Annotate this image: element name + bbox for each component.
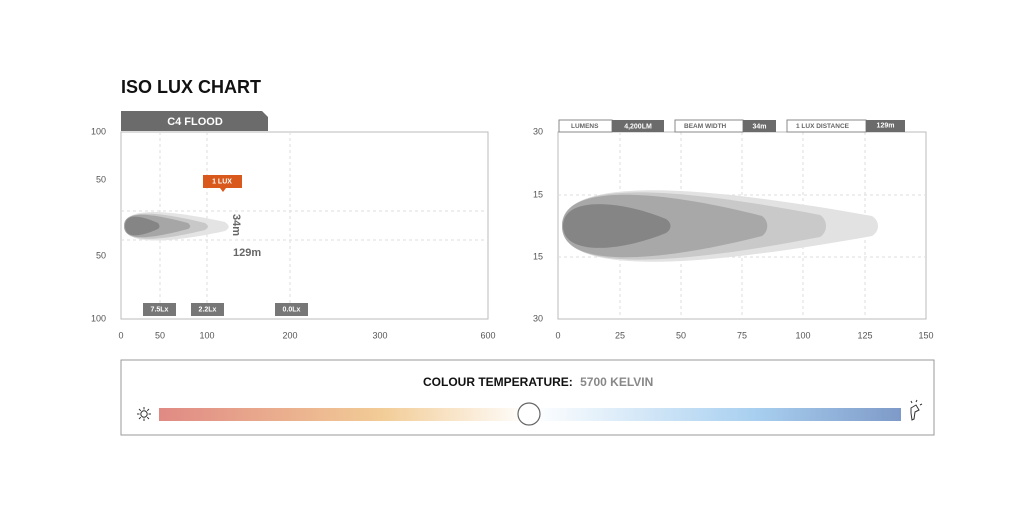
stat-value: 4,200LM: [624, 123, 652, 130]
x-tick-label: 25: [615, 330, 625, 340]
x-tick-label: 75: [737, 330, 747, 340]
colour-label: COLOUR TEMPERATURE:: [423, 375, 573, 389]
badge: [191, 303, 224, 316]
title: ISO LUX CHART: [121, 77, 261, 97]
x-tick-label: 125: [857, 330, 872, 340]
slider-knob[interactable]: [517, 402, 541, 426]
badge: [275, 303, 308, 316]
colour-heading: COLOUR TEMPERATURE: 5700 KELVIN: [423, 375, 653, 389]
badge-label: 2.2Lx: [199, 306, 217, 313]
y-tick-label: 50: [96, 174, 106, 184]
x-tick-label: 600: [480, 330, 495, 340]
stat-value-box: [743, 120, 776, 132]
left-chart: C4 FLOOD 1 LUX 34m 129m 7.5Lx 2.2Lx 0.0L…: [91, 111, 496, 340]
x-tick-label: 150: [918, 330, 933, 340]
tab-label: C4 FLOOD: [167, 116, 223, 128]
right-chart: LUMENS 4,200LM BEAM WIDTH 34m 1 LUX DIST…: [533, 119, 934, 340]
badge-label: 7.5Lx: [151, 306, 169, 313]
x-tick-label: 300: [372, 330, 387, 340]
stat-label: 1 LUX DISTANCE: [796, 123, 850, 130]
y-tick-label: 50: [96, 250, 106, 260]
colour-temperature: COLOUR TEMPERATURE: 5700 KELVIN: [120, 359, 935, 436]
y-tick-label: 30: [533, 126, 543, 136]
tab: [121, 111, 268, 131]
stat-value: 34m: [752, 123, 766, 130]
lux-pointer: [220, 188, 226, 192]
colour-value: 5700 KELVIN: [580, 375, 653, 389]
y-tick-label: 15: [533, 189, 543, 199]
x-tick-label: 50: [676, 330, 686, 340]
x-tick-label: 100: [199, 330, 214, 340]
frame: [120, 131, 489, 320]
y-tick-label: 30: [533, 313, 543, 323]
stat-value-box: [612, 120, 664, 132]
beam: [563, 204, 671, 248]
distance-label: 129m: [233, 247, 261, 259]
stat-label: BEAM WIDTH: [684, 123, 727, 130]
width-label: 34m: [230, 214, 242, 236]
beam: [125, 216, 160, 236]
sun-icon: [137, 407, 151, 421]
x-tick-label: 0: [118, 330, 123, 340]
badge: [143, 303, 176, 316]
lux-badge: [203, 175, 242, 188]
flashlight-icon: [910, 399, 923, 421]
stat-value-box: [866, 120, 905, 132]
y-tick-label: 100: [91, 126, 106, 136]
lux-label: 1 LUX: [212, 178, 232, 185]
x-tick-label: 200: [282, 330, 297, 340]
stat-label: LUMENS: [571, 123, 599, 130]
x-tick-label: 0: [555, 330, 560, 340]
y-tick-label: 100: [91, 313, 106, 323]
badge-label: 0.0Lx: [283, 306, 301, 313]
x-tick-label: 100: [795, 330, 810, 340]
x-tick-label: 50: [155, 330, 165, 340]
y-tick-label: 15: [533, 251, 543, 261]
stat-value: 129m: [877, 122, 895, 129]
